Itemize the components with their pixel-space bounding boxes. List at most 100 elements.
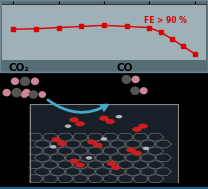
Circle shape (138, 124, 148, 129)
Circle shape (20, 77, 30, 86)
Bar (0, 188, 208, 189)
Bar (0, 188, 208, 189)
Circle shape (11, 77, 19, 85)
Circle shape (38, 91, 46, 98)
Bar (0, 188, 208, 189)
Bar (0, 188, 208, 189)
Bar (0, 188, 208, 189)
Bar (0, 188, 208, 189)
Bar (0, 188, 208, 189)
Bar (0, 188, 208, 189)
Bar (0, 188, 208, 189)
Circle shape (69, 159, 79, 164)
Bar (0, 188, 208, 189)
Bar (0, 188, 208, 189)
Bar (0, 188, 208, 189)
Bar (0, 188, 208, 189)
Bar (0, 188, 208, 189)
Bar (0, 188, 208, 189)
Bar (0, 188, 208, 189)
Bar (0, 188, 208, 189)
Text: CO₂: CO₂ (8, 63, 29, 73)
Bar (0, 188, 208, 189)
Bar (0, 188, 208, 189)
Circle shape (51, 137, 61, 142)
Text: vs. RHE: vs. RHE (189, 0, 208, 1)
Bar (0, 188, 208, 189)
Bar (0, 188, 208, 189)
Bar (0, 188, 208, 189)
Bar (0, 188, 208, 189)
Bar (0, 188, 208, 189)
Circle shape (31, 77, 39, 85)
Bar (0, 188, 208, 189)
Bar (0, 188, 208, 189)
Bar (0, 188, 208, 189)
Bar (0, 188, 208, 189)
Bar (0, 188, 208, 189)
Bar (0, 188, 208, 189)
Bar (0, 188, 208, 189)
Bar (0, 188, 208, 189)
Bar (0, 188, 208, 189)
Bar (0, 188, 208, 189)
Bar (0, 188, 208, 189)
Bar (0, 188, 208, 189)
Bar (0, 188, 208, 189)
Bar (0, 188, 208, 189)
Bar (0, 188, 208, 189)
Bar (0, 188, 208, 189)
Bar (0, 188, 208, 189)
Bar (0, 188, 208, 189)
Bar (0, 188, 208, 189)
Bar (0, 188, 208, 189)
Bar (0, 188, 208, 189)
Bar (0, 188, 208, 189)
Bar (0, 188, 208, 189)
Bar (0, 188, 208, 189)
Bar (0, 188, 208, 189)
Bar (0, 188, 208, 189)
Bar (0, 188, 208, 189)
Bar (0, 188, 208, 189)
Bar (0, 188, 208, 189)
Bar (0, 188, 208, 189)
Bar (0, 188, 208, 189)
Bar (0, 188, 208, 189)
Bar (0, 188, 208, 189)
Bar (0, 188, 208, 189)
Circle shape (130, 86, 140, 95)
Bar (0, 188, 208, 189)
Bar (0, 188, 208, 189)
Bar (0, 188, 208, 189)
Bar (0, 188, 208, 189)
Bar (0, 188, 208, 189)
Bar (0, 188, 208, 189)
Bar (0, 188, 208, 189)
Bar (0, 188, 208, 189)
Circle shape (22, 89, 31, 96)
Bar (0, 188, 208, 189)
Bar (0, 188, 208, 189)
Bar (0, 188, 208, 189)
Bar (0, 188, 208, 189)
Bar (0, 188, 208, 189)
Bar (0, 188, 208, 189)
Bar (0, 188, 208, 189)
Circle shape (57, 141, 67, 146)
Circle shape (99, 116, 109, 121)
Circle shape (126, 147, 136, 153)
Circle shape (107, 161, 116, 166)
Bar (0, 188, 208, 189)
Bar (0, 188, 208, 189)
Bar (0, 188, 208, 189)
Bar (0, 188, 208, 189)
Bar (0, 188, 208, 189)
Circle shape (75, 121, 85, 126)
Bar (0, 188, 208, 189)
Bar (0, 188, 208, 189)
Bar (0, 188, 208, 189)
Bar (0, 188, 208, 189)
Bar (0, 188, 208, 189)
Bar (0, 188, 208, 189)
